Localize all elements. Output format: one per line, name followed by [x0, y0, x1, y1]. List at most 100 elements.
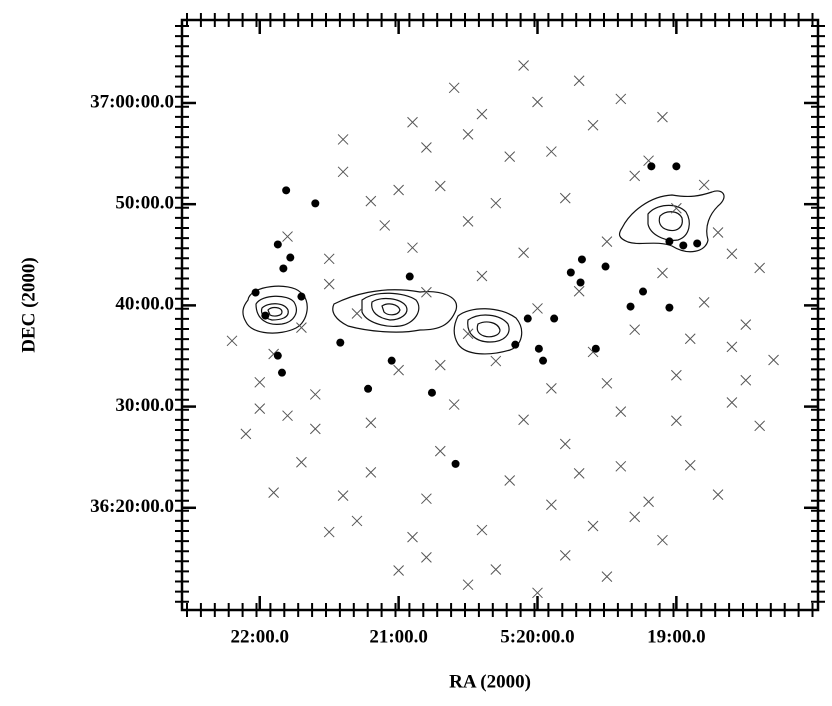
source-dot [451, 459, 460, 468]
source-dot [539, 356, 548, 365]
source-cross [434, 359, 446, 371]
source-cross [671, 369, 682, 381]
source-dot [427, 388, 436, 397]
source-cross [546, 499, 557, 511]
source-cross [518, 414, 529, 426]
source-cross [407, 116, 418, 128]
source-cross [254, 376, 266, 388]
source-cross [657, 534, 668, 546]
source-cross [754, 262, 766, 274]
contour [658, 211, 683, 232]
source-dot [279, 264, 288, 273]
contour [332, 289, 458, 333]
source-cross [684, 459, 696, 471]
source-dot [550, 314, 559, 323]
source-dot [523, 314, 532, 323]
source-cross [726, 341, 738, 353]
source-cross [559, 549, 571, 561]
source-cross [615, 406, 627, 418]
source-cross [365, 467, 377, 478]
source-cross [754, 420, 766, 432]
source-cross [657, 111, 668, 123]
source-dot [665, 237, 674, 246]
source-cross [532, 303, 543, 314]
source-cross [684, 333, 696, 345]
source-dot [273, 240, 282, 249]
contour [476, 321, 501, 338]
contour [467, 314, 510, 343]
source-cross [323, 253, 335, 265]
source-cross [671, 202, 682, 214]
source-cross [615, 93, 627, 105]
source-dot [311, 199, 320, 208]
source-cross [448, 82, 460, 94]
source-dot [251, 288, 260, 297]
source-cross [726, 248, 738, 260]
source-cross [407, 531, 418, 543]
source-cross [587, 119, 599, 131]
source-cross [768, 354, 779, 366]
source-cross [296, 456, 307, 468]
y-tick-label: 37:00:00.0 [90, 91, 174, 112]
source-dot [336, 338, 345, 347]
source-cross [476, 524, 488, 536]
source-cross [365, 195, 377, 207]
source-cross [698, 296, 710, 308]
source-cross [573, 285, 585, 297]
source-cross [490, 197, 502, 209]
source-cross [337, 166, 349, 178]
y-axis-title: DEC (2000) [18, 257, 39, 353]
source-cross [740, 374, 752, 386]
source-cross [309, 423, 321, 435]
y-tick-label: 50:00.0 [115, 193, 174, 214]
source-dot [405, 272, 414, 281]
source-dot [639, 287, 648, 296]
source-dot [626, 302, 635, 311]
source-dot [577, 255, 586, 264]
source-cross [657, 267, 668, 279]
contour [453, 308, 523, 355]
source-dot [679, 241, 688, 250]
source-cross [698, 179, 710, 191]
source-cross [629, 324, 641, 336]
source-cross [351, 515, 363, 527]
source-cross [282, 231, 293, 242]
source-cross [740, 319, 752, 330]
source-cross [421, 286, 432, 298]
minor-ticks [175, 13, 825, 617]
source-dot [576, 278, 585, 287]
source-cross [504, 151, 516, 162]
source-cross [462, 328, 474, 340]
source-cross [629, 170, 641, 182]
source-cross [365, 417, 377, 429]
source-cross [546, 383, 557, 394]
source-cross [282, 410, 293, 422]
source-cross [546, 146, 557, 157]
source-cross [573, 75, 585, 87]
source-cross [323, 526, 335, 538]
x-tick-label: 22:00.0 [230, 626, 289, 647]
source-dot [672, 162, 681, 171]
source-cross [337, 134, 349, 145]
x-tick-label: 5:20:00.0 [500, 626, 574, 647]
contour [381, 303, 401, 316]
source-cross [490, 564, 502, 575]
y-tick-label: 40:00.0 [115, 294, 174, 315]
source-dot [647, 162, 656, 171]
contour [647, 204, 690, 241]
source-cross [462, 579, 474, 591]
source-dot [665, 303, 674, 312]
contour [361, 292, 420, 327]
source-cross [421, 142, 432, 153]
source-cross [504, 475, 516, 486]
source-dot [286, 253, 295, 262]
source-cross [379, 220, 391, 231]
source-cross [615, 460, 627, 472]
source-cross [559, 192, 571, 204]
source-dot [511, 340, 520, 349]
source-dot [282, 186, 291, 195]
source-dot [277, 368, 286, 377]
source-cross [309, 389, 321, 400]
y-tick-label: 30:00.0 [115, 395, 174, 416]
contour [618, 190, 725, 253]
